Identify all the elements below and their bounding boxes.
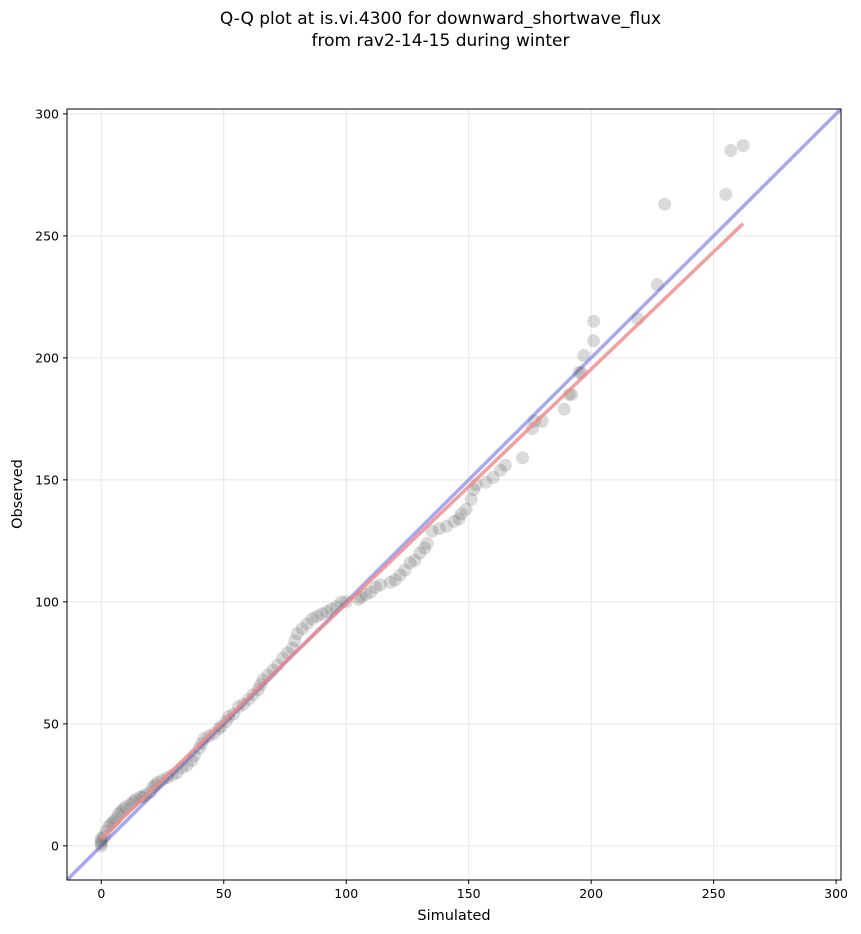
y-tick-label: 250 [35, 228, 59, 243]
qq-point [300, 617, 314, 631]
chart-title: Q-Q plot at is.vi.4300 for downward_shor… [0, 8, 861, 52]
qq-point [418, 541, 432, 555]
qq-point [420, 536, 434, 550]
qq-point [207, 727, 221, 741]
qq-point [398, 563, 412, 577]
qq-point [724, 143, 738, 157]
y-axis-label: Observed [10, 459, 26, 529]
x-tick-label: 200 [579, 886, 603, 901]
y-tick-label: 200 [35, 350, 59, 365]
qq-point [425, 524, 439, 538]
y-tick-label: 50 [43, 716, 59, 731]
qq-point [440, 519, 454, 533]
qq-point [587, 314, 601, 328]
qq-point [305, 612, 319, 626]
qq-point [94, 839, 108, 853]
qq-point [498, 458, 512, 472]
y-tick-label: 300 [35, 106, 59, 121]
qq-point [133, 790, 147, 804]
axis-ticks: 0 50 100 150 200 250 300 0 50 100 150 200 250 300 [35, 106, 848, 901]
y-tick-label: 0 [51, 838, 59, 853]
x-tick-label: 100 [334, 886, 358, 901]
qq-point [459, 502, 473, 516]
qq-point [719, 187, 733, 201]
qq-point [212, 722, 226, 736]
qq-point [256, 673, 270, 687]
x-tick-label: 300 [824, 886, 848, 901]
qq-point [369, 580, 383, 594]
qq-point [288, 634, 302, 648]
qq-point [413, 546, 427, 560]
qq-point [587, 334, 601, 348]
fit-line [100, 222, 745, 840]
qq-point [310, 609, 324, 623]
qq-point [464, 492, 478, 506]
plot-frame [66, 108, 842, 881]
qq-point [650, 278, 664, 292]
grid-lines [67, 109, 841, 880]
qq-point [219, 714, 233, 728]
qq-point [290, 627, 304, 641]
qq-point [403, 556, 417, 570]
qq-point [94, 836, 108, 850]
qq-point [180, 758, 194, 772]
x-axis-label: Simulated [417, 908, 490, 924]
qq-point [658, 197, 672, 211]
qq-point [320, 605, 334, 619]
qq-point [374, 578, 388, 592]
qq-point [736, 139, 750, 153]
qq-point [479, 475, 493, 489]
qq-point [557, 402, 571, 416]
x-tick-label: 50 [216, 886, 232, 901]
qq-point [261, 668, 275, 682]
qq-point [192, 741, 206, 755]
qq-point [486, 470, 500, 484]
qq-point [315, 607, 329, 621]
qq-point [359, 588, 373, 602]
qq-point [408, 553, 422, 567]
x-tick-label: 250 [702, 886, 726, 901]
chart-title-line-1: Q-Q plot at is.vi.4300 for downward_shor… [219, 9, 662, 29]
chart-title-line-2: from rav2-14-15 during winter [311, 31, 570, 51]
qq-point [525, 422, 539, 436]
qq-point [388, 573, 402, 587]
qq-point [99, 824, 113, 838]
qq-point [447, 514, 461, 528]
reference-line [67, 109, 841, 880]
x-tick-label: 0 [97, 886, 105, 901]
qq-point [295, 622, 309, 636]
qq-point [452, 512, 466, 526]
qq-point [393, 568, 407, 582]
qq-point [364, 585, 378, 599]
qq-point [577, 348, 591, 362]
y-tick-label: 150 [35, 472, 59, 487]
qq-point [214, 719, 228, 733]
qq-point [516, 451, 530, 465]
qq-point [383, 575, 397, 589]
qq-point [494, 463, 508, 477]
y-tick-label: 100 [35, 594, 59, 609]
x-tick-label: 150 [457, 886, 481, 901]
qq-point [432, 522, 446, 536]
qq-point [454, 507, 468, 521]
